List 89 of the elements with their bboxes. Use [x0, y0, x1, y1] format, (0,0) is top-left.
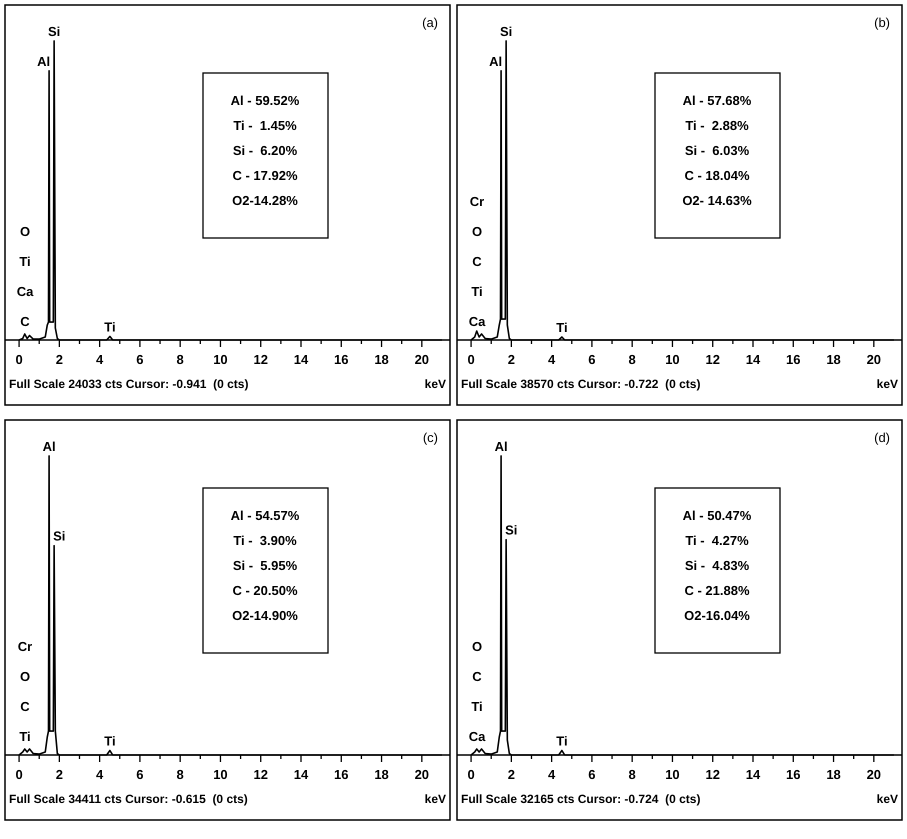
chart-title: (d): [874, 430, 890, 445]
x-tick-label: 4: [548, 352, 556, 367]
x-axis-title: keV: [424, 377, 446, 391]
x-tick-label: 20: [866, 352, 882, 367]
text: Full Scale 34411 cts Cursor: -0.615 (0 cts): [9, 792, 248, 806]
x-tick-label: 0: [467, 767, 475, 782]
annotation: C: [20, 314, 30, 329]
annotation: Ti: [471, 699, 483, 714]
x-tick-label: 4: [96, 352, 104, 367]
annotation: Si: [500, 24, 512, 39]
x-tick-label: 20: [414, 352, 430, 367]
x-tick-label: 12: [253, 352, 268, 367]
text: Full Scale 32165 cts Cursor: -0.724 (0 cts): [461, 792, 700, 806]
x-tick-label: 2: [508, 767, 515, 782]
annotation: O: [472, 224, 482, 239]
x-tick-label: 16: [786, 352, 801, 367]
x-tick-label: 4: [548, 767, 556, 782]
annotation: Si: [53, 528, 66, 544]
annotation: Ca: [468, 314, 486, 329]
annotation: Ti: [104, 734, 116, 749]
annotation: O: [20, 224, 30, 239]
annotation: Al: [489, 54, 502, 69]
x-tick-label: 2: [508, 352, 515, 367]
annotation: Ti: [19, 254, 31, 269]
x-tick-label: 16: [334, 767, 349, 782]
annotation: Al - 57.68% Ti - 2.88% Si - 6.03% C - 18.04% O2- 14.63%: [682, 93, 752, 208]
x-tick-label: 6: [136, 352, 144, 367]
x-tick-label: 12: [705, 767, 720, 782]
annotation: Al: [494, 438, 508, 454]
x-tick-label: 2: [56, 352, 63, 367]
x-tick-label: 14: [294, 767, 309, 782]
x-tick-label: 14: [746, 352, 761, 367]
x-tick-label: 20: [866, 767, 882, 782]
x-axis-title: keV: [424, 792, 446, 806]
annotation: Al: [37, 54, 50, 69]
x-tick-label: 14: [294, 352, 309, 367]
text: Full Scale 38570 cts Cursor: -0.722 (0 cts): [461, 377, 700, 391]
annotation: Ca: [468, 729, 486, 744]
x-tick-label: 0: [15, 352, 23, 367]
x-axis-title: keV: [876, 377, 898, 391]
x-tick-label: 8: [628, 767, 636, 782]
annotation: Cr: [470, 194, 484, 209]
annotation: Al - 50.47% Ti - 4.27% Si - 4.83% C - 21.88% O2-16.04%: [682, 508, 752, 623]
x-tick-label: 18: [374, 767, 389, 782]
x-tick-label: 16: [334, 352, 349, 367]
x-tick-label: 10: [213, 767, 228, 782]
chart-title: (b): [874, 15, 890, 30]
x-axis-title: keV: [876, 792, 898, 806]
annotation: Si: [48, 24, 60, 39]
x-tick-label: 4: [96, 767, 104, 782]
x-tick-label: 12: [705, 352, 720, 367]
x-tick-label: 8: [176, 767, 184, 782]
annotation: Al: [42, 438, 56, 454]
x-tick-label: 12: [253, 767, 268, 782]
x-tick-label: 6: [136, 767, 144, 782]
annotation: O: [20, 669, 30, 684]
annotation: Ti: [471, 284, 483, 299]
x-tick-label: 10: [665, 767, 680, 782]
text: Full Scale 24033 cts Cursor: -0.941 (0 cts): [9, 377, 248, 391]
annotation: C: [20, 699, 30, 714]
annotation: O: [472, 639, 482, 654]
annotation: Ti: [19, 729, 31, 744]
annotation: Al - 54.57% Ti - 3.90% Si - 5.95% C - 20.50% O2-14.90%: [230, 508, 300, 623]
annotation: Ti: [556, 320, 568, 336]
x-tick-label: 0: [15, 767, 23, 782]
annotation: Ti: [556, 734, 568, 749]
annotation: Al - 59.52% Ti - 1.45% Si - 6.20% C - 17.92% O2-14.28%: [230, 93, 300, 208]
x-tick-label: 6: [588, 767, 596, 782]
annotation: Si: [505, 522, 518, 538]
annotation: C: [472, 254, 482, 269]
x-tick-label: 18: [374, 352, 389, 367]
chart-title: (c): [422, 430, 438, 445]
x-tick-label: 14: [746, 767, 761, 782]
x-tick-label: 0: [467, 352, 475, 367]
x-tick-label: 18: [826, 352, 841, 367]
chart-title: (a): [422, 15, 438, 30]
annotation: C: [472, 669, 482, 684]
x-tick-label: 6: [588, 352, 596, 367]
x-tick-label: 16: [786, 767, 801, 782]
x-tick-label: 20: [414, 767, 430, 782]
annotation: Ca: [16, 284, 34, 299]
x-tick-label: 10: [213, 352, 228, 367]
x-tick-label: 10: [665, 352, 680, 367]
x-tick-label: 2: [56, 767, 63, 782]
x-tick-label: 8: [628, 352, 636, 367]
x-tick-label: 18: [826, 767, 841, 782]
annotation: Cr: [18, 639, 32, 654]
x-tick-label: 8: [176, 352, 184, 367]
annotation: Ti: [104, 319, 116, 334]
